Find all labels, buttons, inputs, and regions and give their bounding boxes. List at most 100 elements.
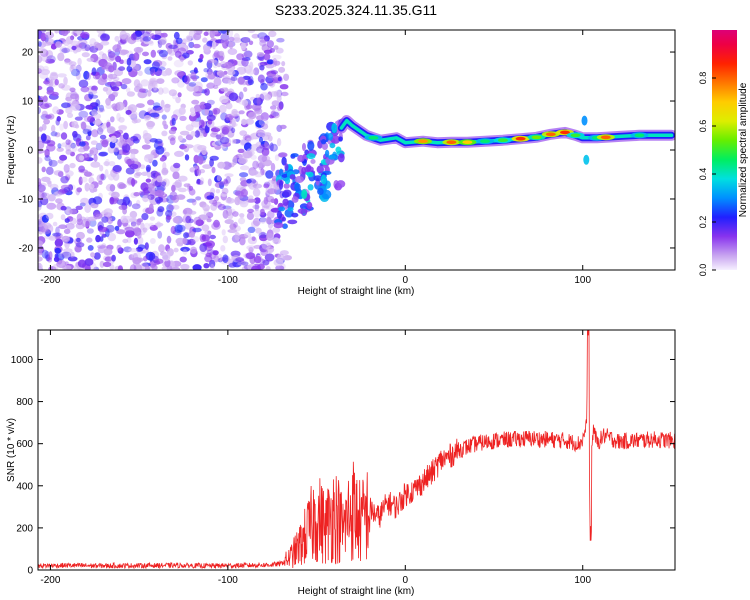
heatmap-cell	[48, 235, 57, 241]
heatmap-cell	[243, 50, 253, 59]
heatmap-cell	[84, 258, 94, 266]
heatmap-cell	[90, 140, 98, 145]
heatmap-cell	[174, 50, 182, 58]
heatmap-cell	[101, 216, 109, 223]
heatmap-cell	[217, 203, 226, 211]
heatmap-cell	[191, 198, 197, 206]
heatmap-cell	[46, 143, 56, 152]
heatmap-cell	[306, 164, 312, 172]
heatmap-cell	[239, 236, 246, 246]
heatmap-cell	[38, 262, 43, 270]
x-tick-label: 0	[403, 275, 409, 286]
heatmap-cell	[184, 221, 192, 230]
ridge-spot	[581, 115, 588, 126]
ridge-spot	[301, 189, 308, 200]
heatmap-cell	[38, 247, 41, 253]
heatmap-cell	[232, 37, 242, 43]
heatmap-cell	[234, 232, 241, 241]
heatmap-cell	[178, 175, 188, 182]
heatmap-cell	[271, 175, 277, 182]
heatmap-cell	[146, 120, 156, 128]
heatmap-cell	[62, 236, 70, 242]
heatmap-cell	[76, 231, 85, 240]
heatmap-cell	[275, 265, 285, 270]
heatmap-cell	[317, 187, 324, 195]
heatmap-cell	[203, 208, 210, 216]
heatmap-cell	[54, 191, 61, 196]
heatmap-cell	[239, 130, 248, 136]
heatmap-cell	[161, 32, 168, 38]
heatmap-cell	[191, 83, 199, 93]
heatmap-cell	[173, 247, 179, 253]
heatmap-cell	[266, 40, 274, 48]
heatmap-cell	[232, 156, 238, 166]
heatmap-cell	[241, 265, 249, 270]
heatmap-cell	[125, 109, 132, 115]
heatmap-cell	[260, 248, 268, 256]
ridge-hotspot-core	[570, 133, 581, 138]
heatmap-cell	[75, 71, 81, 80]
heatmap-cell	[117, 182, 126, 190]
heatmap-cell	[144, 115, 152, 120]
ridge-hotspot-core	[446, 140, 457, 144]
heatmap-cell	[128, 248, 138, 253]
heatmap-cell	[38, 65, 45, 73]
heatmap-cell	[137, 244, 146, 250]
heatmap-cell	[224, 173, 234, 178]
heatmap-cell	[230, 127, 236, 134]
heatmap-cell	[141, 194, 152, 202]
heatmap-cell	[92, 196, 103, 205]
heatmap-cell	[301, 166, 307, 175]
heatmap-cell	[78, 165, 85, 173]
heatmap-cell	[264, 253, 275, 262]
heatmap-cell	[147, 89, 152, 97]
heatmap-cell	[106, 126, 116, 134]
heatmap-cell	[40, 133, 47, 142]
heatmap-cell	[222, 209, 229, 219]
y-tick-label: -10	[19, 194, 34, 205]
heatmap-cell	[238, 110, 245, 115]
y-tick-label: 200	[16, 523, 33, 534]
heatmap-cell	[97, 78, 107, 86]
ridge-spot	[320, 174, 327, 185]
heatmap-cell	[140, 79, 150, 87]
heatmap-cell	[272, 54, 282, 60]
heatmap-cell	[265, 216, 272, 225]
heatmap-cell	[60, 132, 68, 140]
heatmap-cell	[206, 195, 214, 200]
heatmap-cell	[259, 234, 268, 242]
heatmap-cell	[107, 51, 116, 58]
heatmap-cell	[251, 33, 260, 39]
heatmap-cell	[273, 45, 279, 50]
heatmap-cell	[196, 111, 201, 119]
heatmap-cell	[58, 224, 68, 229]
heatmap-cell	[251, 236, 256, 241]
heatmap-cell	[117, 247, 124, 254]
snr-y-ticks: 0 200 400 600 800 1000	[11, 355, 675, 577]
heatmap-cell	[257, 154, 268, 163]
heatmap-cell	[118, 205, 128, 211]
heatmap-cell	[152, 159, 158, 167]
heatmap-cell	[241, 261, 249, 266]
heatmap-cell	[46, 55, 56, 63]
heatmap-cell	[38, 97, 44, 106]
heatmap-cell	[67, 139, 73, 148]
heatmap-cell	[195, 196, 202, 201]
heatmap-cell	[213, 109, 218, 115]
heatmap-cell	[203, 31, 209, 36]
heatmap-cell	[54, 30, 59, 34]
heatmap-cell	[137, 231, 142, 239]
heatmap-cell	[227, 48, 238, 55]
heatmap-cell	[145, 30, 152, 35]
heatmap-cell	[247, 226, 256, 233]
heatmap-cell	[76, 218, 83, 226]
heatmap-cell	[57, 73, 67, 78]
heatmap-cell	[204, 88, 210, 96]
heatmap-cell	[102, 261, 112, 268]
heatmap-cell	[185, 215, 192, 224]
heatmap-cell	[139, 88, 146, 93]
heatmap-cell	[95, 142, 103, 151]
heatmap-cell	[177, 187, 187, 193]
heatmap-cell	[239, 165, 250, 171]
heatmap-cell	[246, 212, 254, 221]
